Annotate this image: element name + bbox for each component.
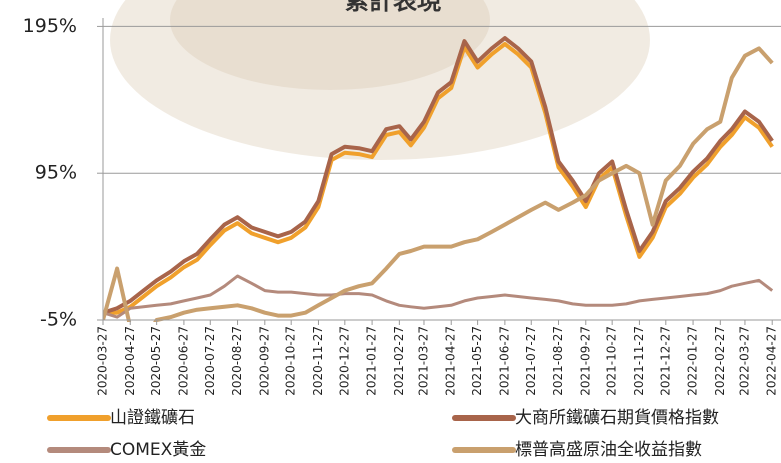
background-brush	[170, 0, 490, 90]
legend-label: 大商所鐵礦石期貨價格指數	[515, 408, 719, 428]
series-line	[103, 274, 774, 319]
x-tick-label: 2021-10-27	[605, 326, 619, 396]
x-tick-label: 2021-11-27	[632, 326, 646, 396]
x-tick-label: 2022-02-27	[713, 326, 727, 396]
legend-label: COMEX黃金	[110, 440, 206, 459]
x-tick-label: 2020-10-27	[284, 326, 298, 396]
y-tick-label: 195%	[23, 15, 77, 37]
series-line	[103, 36, 774, 315]
x-tick-label: 2021-09-27	[578, 326, 592, 396]
x-tick-label: 2021-02-27	[392, 326, 406, 396]
legend-label: 標普高盛原油全收益指數	[515, 440, 702, 459]
y-tick-label: -5%	[40, 309, 77, 331]
x-tick-label: 2021-01-27	[365, 326, 379, 396]
x-tick-label: 2021-12-27	[658, 326, 672, 396]
x-tick-label: 2021-04-27	[444, 326, 458, 396]
x-tick-label: 2020-06-27	[176, 326, 190, 396]
x-tick-label: 2022-04-27	[765, 326, 779, 396]
legend-label: 山證鐵礦石	[110, 408, 195, 428]
series-line	[103, 46, 774, 322]
x-tick-label: 2020-11-27	[311, 326, 325, 396]
x-tick-label: 2021-07-27	[524, 326, 538, 396]
x-tick-label: 2022-01-27	[686, 326, 700, 396]
x-tick-label: 2020-07-27	[203, 326, 217, 396]
x-tick-label: 2020-05-27	[149, 326, 163, 396]
x-tick-label: 2022-03-27	[737, 326, 751, 396]
x-tick-label: 2020-04-27	[123, 326, 137, 396]
chart-title: 累計表現	[345, 0, 441, 15]
y-tick-label: 95%	[35, 162, 77, 184]
x-tick-label: 2021-05-27	[470, 326, 484, 396]
x-tick-label: 2020-03-27	[96, 326, 110, 396]
x-tick-label: 2020-08-27	[230, 326, 244, 396]
x-tick-label: 2021-08-27	[551, 326, 565, 396]
x-tick-label: 2020-12-27	[337, 326, 351, 396]
x-tick-label: 2021-03-27	[416, 326, 430, 396]
x-tick-label: 2020-09-27	[257, 326, 271, 396]
series-line	[103, 42, 774, 315]
x-tick-label: 2021-06-27	[497, 326, 511, 396]
